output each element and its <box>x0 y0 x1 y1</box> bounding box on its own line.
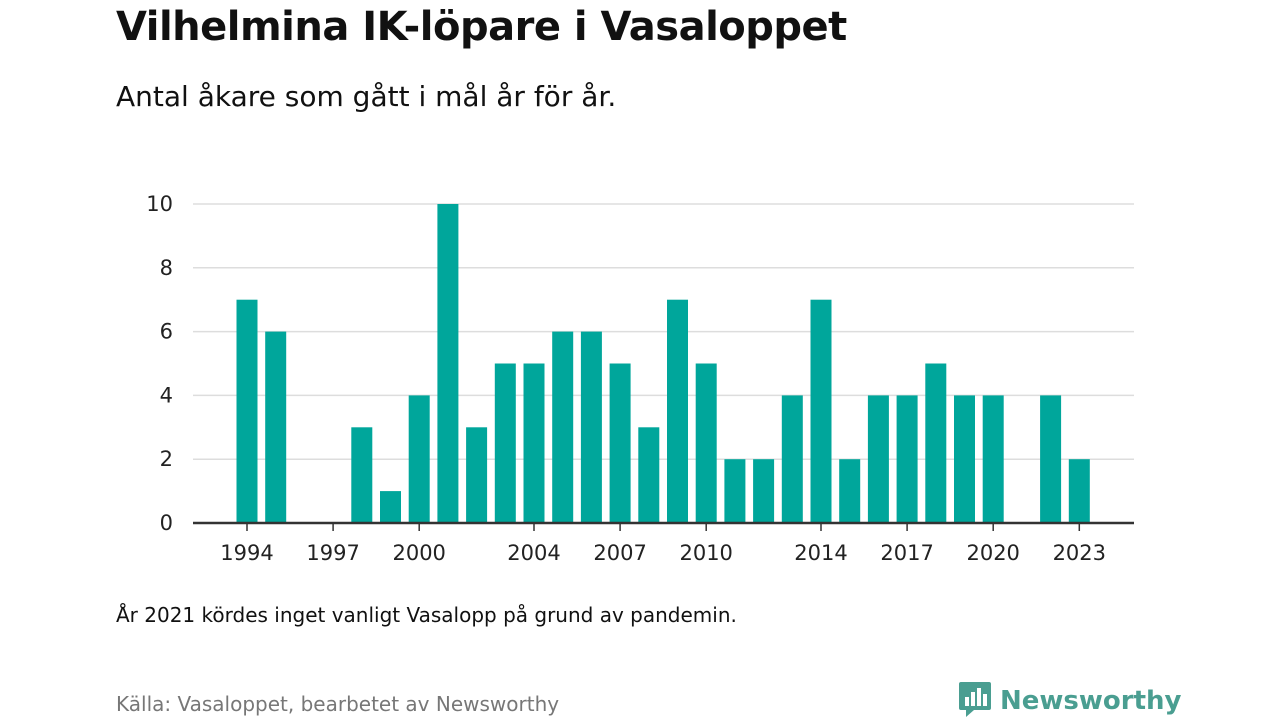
chart-subtitle: Antal åkare som gått i mål år för år. <box>116 80 617 113</box>
y-tick-label: 6 <box>160 320 173 344</box>
x-tick-label: 1997 <box>306 541 359 565</box>
bar-2014 <box>810 299 832 523</box>
bar-2019 <box>954 395 975 523</box>
chart-note: År 2021 kördes inget vanligt Vasalopp på… <box>116 603 737 627</box>
bar-2017 <box>896 395 918 523</box>
bar-2005 <box>552 331 574 523</box>
newsworthy-logo-icon <box>958 680 992 722</box>
source-credit: Källa: Vasaloppet, bearbetet av Newswort… <box>116 692 560 716</box>
x-tick-label: 2020 <box>966 541 1019 565</box>
x-tick-label: 2004 <box>507 541 560 565</box>
y-tick-label: 2 <box>160 447 173 471</box>
x-tick-label: 2010 <box>679 541 732 565</box>
y-tick-label: 10 <box>146 192 173 216</box>
x-tick-label: 2007 <box>593 541 646 565</box>
bar-1998 <box>351 427 373 523</box>
x-tick-label: 1994 <box>220 541 273 565</box>
bar-2022 <box>1040 395 1062 523</box>
chart-title: Vilhelmina IK-löpare i Vasaloppet <box>116 4 847 50</box>
bar-2010 <box>695 363 717 523</box>
bar-2009 <box>667 299 688 523</box>
y-tick-label: 8 <box>160 256 173 280</box>
bar-2002 <box>466 427 488 523</box>
bar-chart: 0 2 4 6 8 10 1994 1997 2000 2004 2007 2010 2014 2017 2… <box>146 192 1134 565</box>
bar-2018 <box>925 363 947 523</box>
bar-2013 <box>781 395 803 523</box>
bar-2012 <box>753 459 775 523</box>
bar-2023 <box>1068 459 1090 523</box>
bar-2000 <box>408 395 430 523</box>
bar-2016 <box>867 395 889 523</box>
bar-2003 <box>494 363 516 523</box>
bar-1999 <box>380 491 401 523</box>
bar-2006 <box>580 331 602 523</box>
x-tick-label: 2014 <box>794 541 847 565</box>
y-tick-label: 0 <box>160 511 173 535</box>
x-tick-label: 2000 <box>392 541 445 565</box>
bar-2015 <box>839 459 861 523</box>
bar-1995 <box>265 331 287 523</box>
x-tick-label: 2023 <box>1053 541 1106 565</box>
x-tick-label: 2017 <box>880 541 933 565</box>
bar-2001 <box>437 204 459 523</box>
bar-1994 <box>236 299 258 523</box>
bar-2004 <box>523 363 545 523</box>
brand-name: Newsworthy <box>1000 686 1182 716</box>
bar-2020 <box>982 395 1004 523</box>
brand: Newsworthy <box>958 680 1181 722</box>
bar-2007 <box>609 363 631 523</box>
y-tick-label: 4 <box>160 383 173 407</box>
bar-2011 <box>724 459 746 523</box>
bar-2008 <box>638 427 660 523</box>
